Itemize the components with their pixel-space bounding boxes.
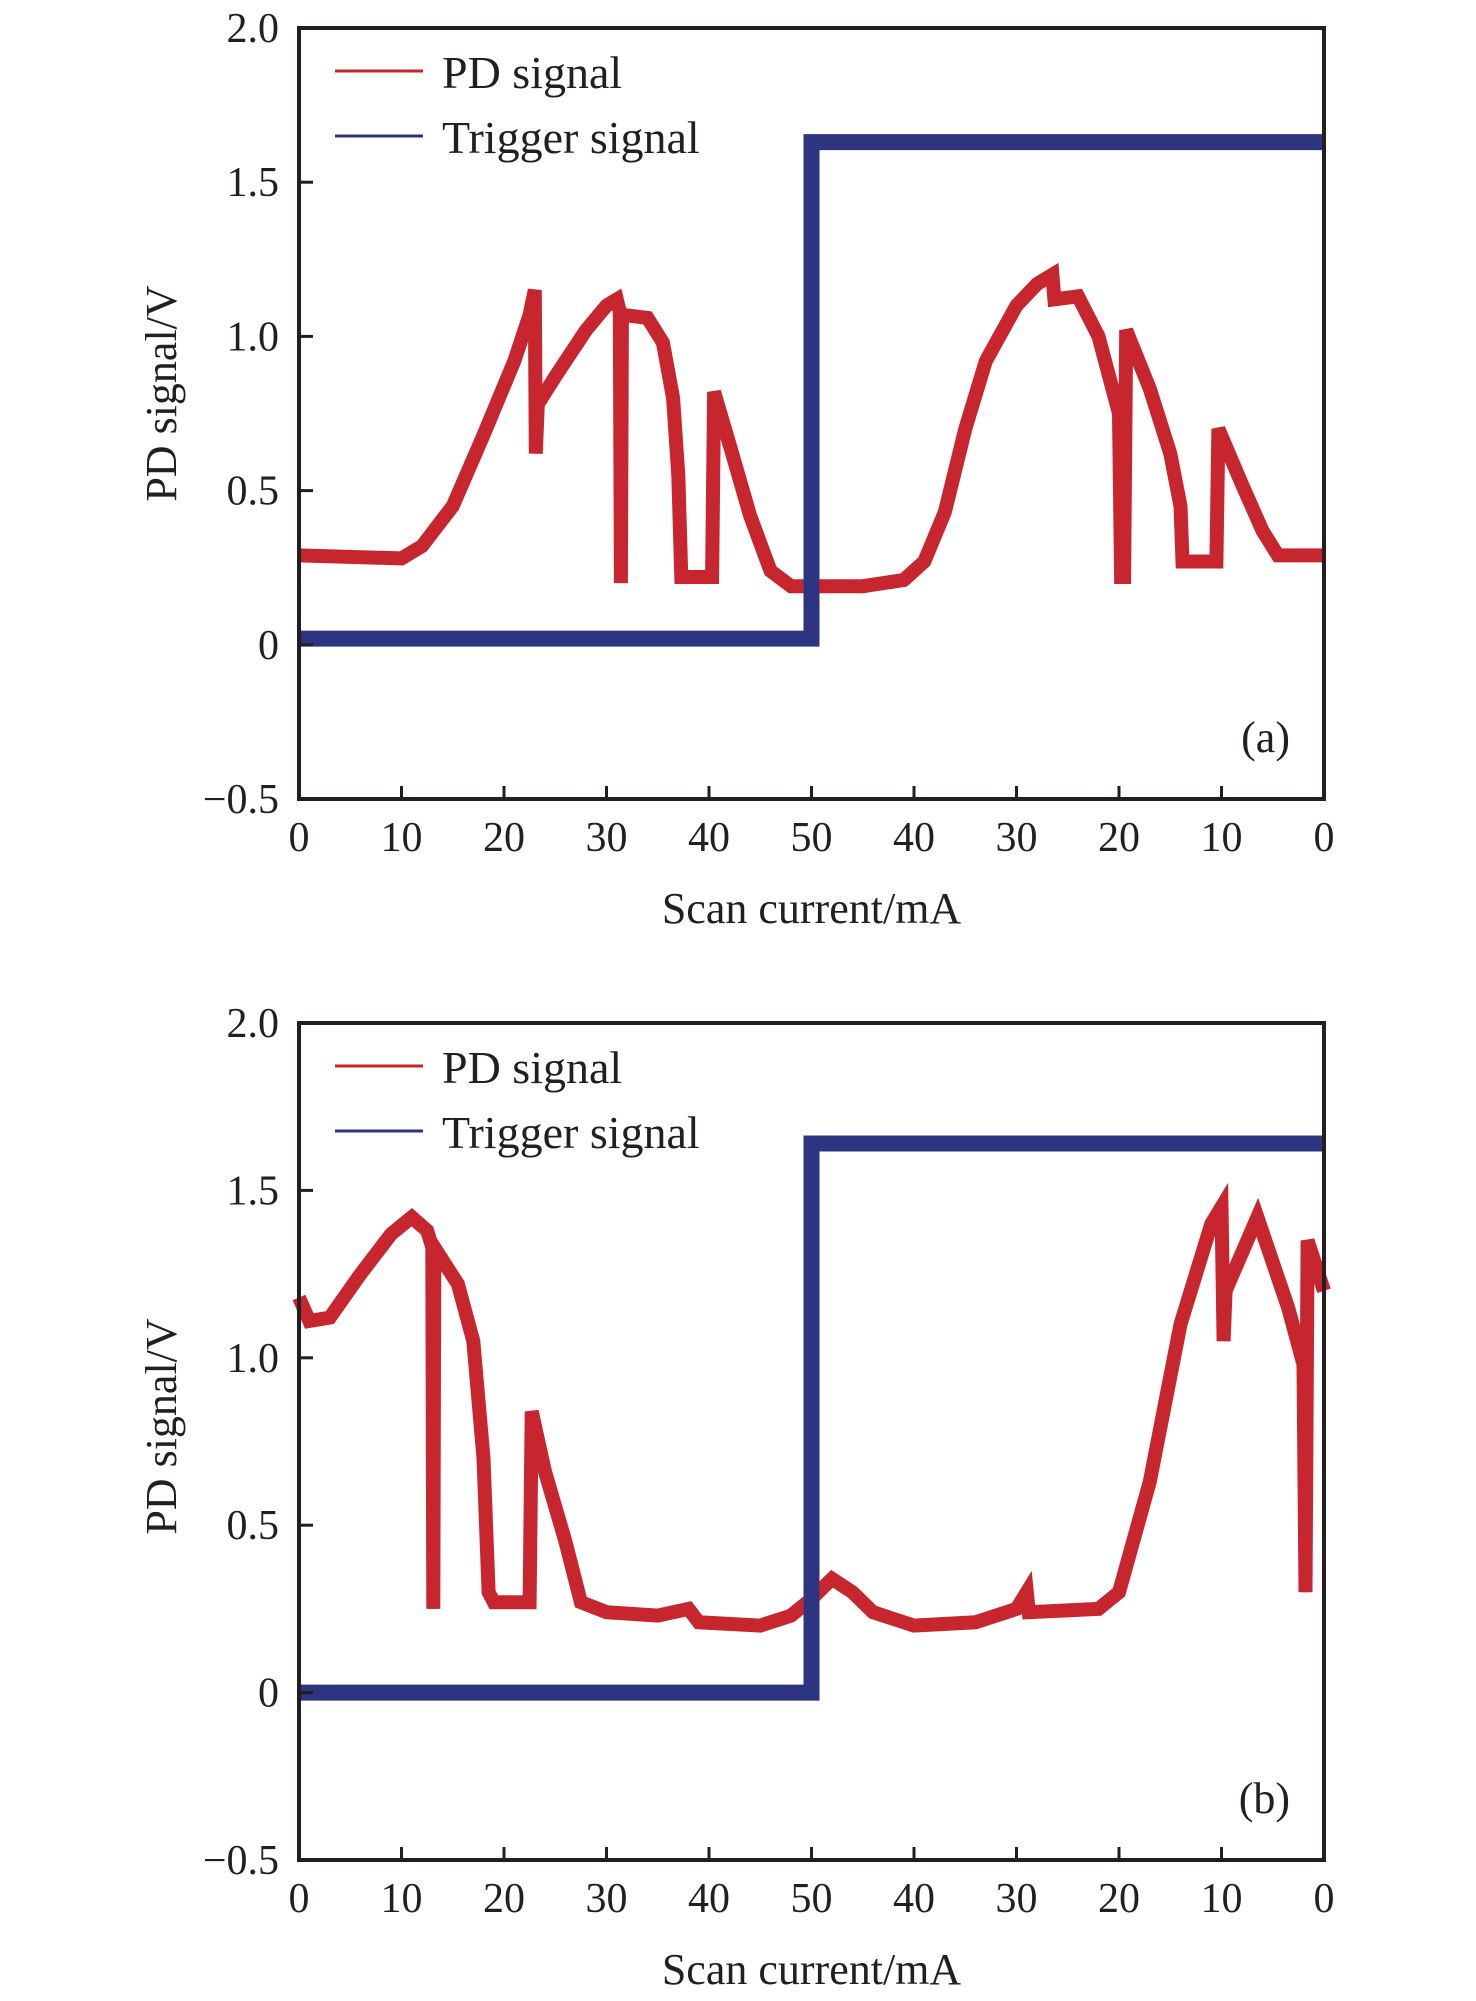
y-tick-label: −0.5 (203, 1838, 279, 1884)
x-tick-label: 10 (381, 815, 423, 861)
x-tick-label: 40 (688, 1876, 730, 1922)
x-tick-label: 40 (893, 1876, 935, 1922)
trigger-signal-edge (299, 140, 1324, 641)
legend-label-trigger-signal: Trigger signal (442, 1107, 700, 1158)
panel-label-b: (b) (1239, 1774, 1290, 1823)
legend-label-trigger-signal: Trigger signal (442, 112, 700, 163)
legend-a: PD signal Trigger signal (335, 47, 700, 163)
panel-b: 0 10 20 30 40 50 40 30 20 10 0 −0.500.51.01.52.0 S… (137, 1001, 1335, 1994)
y-tick-label: 2.0 (227, 1001, 280, 1047)
x-tick-label: 50 (791, 1876, 833, 1922)
x-tick-label: 30 (996, 815, 1038, 861)
y-tick-label: 0.5 (227, 1503, 280, 1549)
legend-b: PD signal Trigger signal (335, 1042, 700, 1158)
x-tick-label: 10 (1201, 815, 1243, 861)
x-tick-label: 0 (289, 1876, 310, 1922)
y-tick-label: 0 (258, 623, 279, 669)
trigger-signal-edge (299, 1141, 1324, 1695)
legend-label-pd-signal: PD signal (442, 47, 622, 98)
x-tick-label: 10 (381, 1876, 423, 1922)
y-tick-label: −0.5 (203, 777, 279, 823)
plot-area-b (292, 1135, 1331, 1701)
x-tick-label: 50 (791, 815, 833, 861)
y-tick-label: 0.5 (227, 469, 280, 515)
x-axis-title-b: Scan current/mA (662, 1945, 962, 1994)
x-tick-label: 0 (289, 815, 310, 861)
x-tick-label: 40 (893, 815, 935, 861)
x-tick-label: 30 (586, 815, 628, 861)
x-tick-label: 30 (586, 1876, 628, 1922)
x-axis-b: 0 10 20 30 40 50 40 30 20 10 0 (289, 1847, 1335, 1922)
y-tick-label: 1.5 (227, 1168, 280, 1214)
x-tick-label: 0 (1314, 815, 1335, 861)
y-axis-a: −0.5 0 0.5 1.0 1.5 2.0 (203, 6, 313, 823)
y-tick-label: 1.5 (227, 160, 280, 206)
x-tick-label: 40 (688, 815, 730, 861)
y-tick-label: 1.0 (227, 1336, 280, 1382)
y-axis-title-b: PD signal/V (137, 1318, 186, 1535)
x-tick-label: 30 (996, 1876, 1038, 1922)
x-tick-label: 0 (1314, 1876, 1335, 1922)
x-tick-label: 20 (483, 1876, 525, 1922)
y-tick-label: 1.0 (227, 314, 280, 360)
x-tick-label: 20 (483, 815, 525, 861)
y-tick-label: 0 (258, 1671, 279, 1717)
plot-area-a (298, 134, 1324, 647)
y-tick-label: 2.0 (227, 6, 280, 52)
x-axis-a: 0 10 20 30 40 50 40 30 20 10 0 (289, 786, 1335, 861)
y-axis-b: −0.5 0 0.5 1.0 1.5 2.0 (203, 1001, 313, 1884)
x-tick-label: 10 (1201, 1876, 1243, 1922)
x-tick-label: 20 (1098, 815, 1140, 861)
legend-label-pd-signal: PD signal (442, 1042, 622, 1093)
y-axis-title-a: PD signal/V (137, 285, 186, 502)
pd-signal-spikes (298, 271, 1324, 589)
x-tick-label: 20 (1098, 1876, 1140, 1922)
panel-a: 0 10 20 30 40 50 40 30 20 10 0 −0.500.51.01.52.0 S… (137, 6, 1335, 933)
panel-label-a: (a) (1241, 713, 1290, 762)
pd-signal-spikes (297, 1200, 1326, 1628)
x-axis-title-a: Scan current/mA (662, 884, 962, 933)
